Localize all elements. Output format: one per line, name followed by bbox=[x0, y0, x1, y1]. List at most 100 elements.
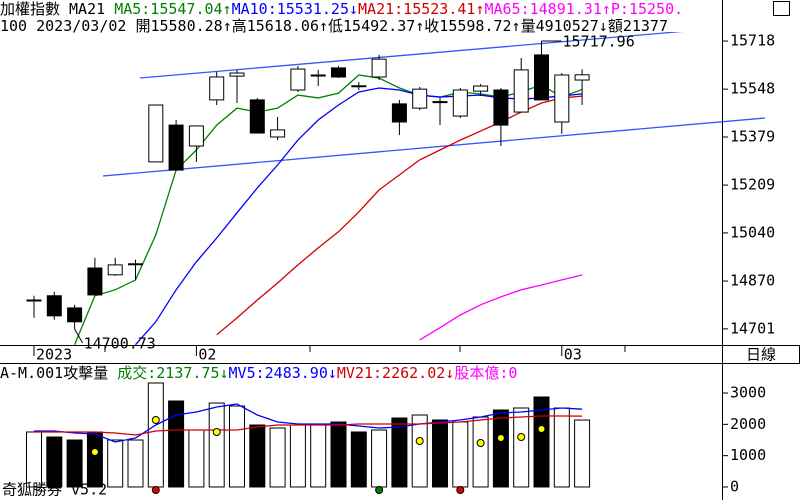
candle-body bbox=[87, 267, 103, 296]
volume-panel: 0 1000 2000 3000 bbox=[26, 382, 766, 495]
marker bbox=[476, 439, 485, 448]
candle-body bbox=[148, 104, 164, 163]
volume-bar bbox=[574, 419, 591, 488]
header-line: 100 2023/03/02 開15580.28↑高15618.06↑低1549… bbox=[0, 17, 668, 35]
y-tick-label: 3000 bbox=[730, 384, 766, 402]
header-segment: MA10:15531.25↓ bbox=[232, 0, 358, 18]
volume-bar bbox=[350, 431, 367, 488]
volume-bar bbox=[513, 407, 530, 488]
price-panel: 15718 15548 15379 15209 15040 14870 14701 15717… bbox=[26, 32, 775, 352]
volume-bar bbox=[249, 424, 266, 488]
marker bbox=[212, 427, 221, 436]
window-button[interactable] bbox=[773, 1, 790, 16]
candle-body bbox=[473, 85, 489, 92]
header-segment: MV21:2262.02↓ bbox=[337, 364, 454, 382]
volume-bar bbox=[86, 431, 103, 488]
volume-bar bbox=[432, 419, 448, 488]
candle-body bbox=[513, 69, 529, 113]
y-tick-label: 15040 bbox=[730, 223, 775, 241]
volume-bar bbox=[411, 414, 428, 488]
y-tick-label: 15718 bbox=[730, 32, 775, 50]
candle-body bbox=[493, 89, 509, 126]
volume-bar bbox=[46, 436, 63, 488]
header-bg-right bbox=[722, 0, 800, 22]
candle-body bbox=[290, 68, 306, 91]
y-tick-label: 14701 bbox=[730, 319, 775, 337]
candle-body bbox=[452, 89, 468, 117]
annotation-leader bbox=[74, 328, 84, 344]
candle-body bbox=[107, 264, 123, 276]
marker bbox=[90, 447, 99, 456]
line bbox=[34, 403, 583, 443]
marker bbox=[151, 415, 160, 424]
x-tick-label: 02 bbox=[198, 346, 216, 364]
candle-body bbox=[46, 295, 62, 317]
signal bbox=[151, 486, 160, 494]
header-line: A-M.001攻擊量 成交:2137.75↓MV5:2483.90↓MV21:2… bbox=[0, 364, 517, 382]
marker bbox=[496, 433, 505, 442]
candle-body bbox=[26, 299, 42, 302]
marker bbox=[537, 425, 546, 434]
candle-body bbox=[534, 54, 549, 101]
header-segment: 加權指數 MA21 bbox=[0, 0, 114, 18]
candle-body bbox=[351, 85, 367, 88]
candle-body bbox=[331, 67, 346, 78]
channel-lower bbox=[102, 117, 766, 177]
annotation: 14700.73 bbox=[84, 334, 156, 352]
candle-body bbox=[67, 307, 83, 323]
volume-bar bbox=[127, 439, 144, 488]
candle-body bbox=[310, 74, 326, 77]
volume-bar bbox=[371, 429, 388, 488]
y-tick-label: 0 bbox=[730, 477, 739, 495]
header-segment: MA65:14891.31↑ bbox=[484, 0, 610, 18]
headers: 加權指數 MA21 MA5:15547.04↑MA10:15531.25↓MA2… bbox=[0, 0, 683, 382]
candle-body bbox=[229, 72, 245, 77]
annotation: 15717.96 bbox=[563, 33, 635, 51]
volume-bar bbox=[66, 439, 83, 488]
header-segment: MA21:15523.41↑ bbox=[358, 0, 484, 18]
volume-bar bbox=[107, 439, 124, 488]
volume-bar bbox=[310, 424, 327, 488]
volume-bar bbox=[188, 429, 205, 488]
volume-bar bbox=[553, 407, 570, 488]
header-line: 加權指數 MA21 MA5:15547.04↑MA10:15531.25↓MA2… bbox=[0, 0, 683, 18]
header-segment: MA5:15547.04↑ bbox=[114, 0, 231, 18]
header-segment: P:15250. bbox=[611, 0, 683, 18]
period-label[interactable]: 日線 bbox=[746, 346, 776, 364]
candle-body bbox=[574, 74, 590, 81]
line bbox=[34, 415, 583, 436]
candle-body bbox=[168, 124, 184, 171]
volume-bar bbox=[472, 416, 489, 488]
candle-body bbox=[391, 103, 407, 123]
line bbox=[419, 274, 583, 341]
x-tick-label: 03 bbox=[564, 346, 582, 364]
header-segment: A-M.001攻擊量 bbox=[0, 364, 117, 382]
footer: 奇狐勝券 v5.2 bbox=[2, 481, 107, 499]
header-bg bbox=[0, 0, 722, 32]
candle-body bbox=[209, 76, 225, 101]
y-tick-label: 15548 bbox=[730, 80, 775, 98]
signal bbox=[375, 486, 384, 494]
candle-body bbox=[432, 101, 448, 104]
candle-body bbox=[412, 88, 428, 109]
header-segment: 100 2023/03/02 開15580.28↑高15618.06↑低1549… bbox=[0, 17, 668, 35]
y-tick-label: 14870 bbox=[730, 272, 775, 290]
header-segment: 成交:2137.75↓ bbox=[117, 364, 228, 382]
candle-body bbox=[554, 74, 570, 123]
volume-bar bbox=[147, 382, 164, 488]
header-segment: 股本億:0 bbox=[454, 364, 517, 382]
volume-bar bbox=[533, 396, 550, 488]
candle-body bbox=[128, 263, 143, 266]
y-tick-label: 15379 bbox=[730, 127, 775, 145]
signal bbox=[456, 486, 465, 494]
x-tick-label: 2023 bbox=[36, 346, 72, 364]
volume-bar bbox=[330, 421, 347, 488]
volume-bar bbox=[452, 421, 469, 488]
volume-bar bbox=[269, 427, 286, 488]
volume-bar bbox=[492, 409, 509, 488]
volume-bar bbox=[168, 400, 185, 488]
candle-body bbox=[371, 58, 387, 78]
